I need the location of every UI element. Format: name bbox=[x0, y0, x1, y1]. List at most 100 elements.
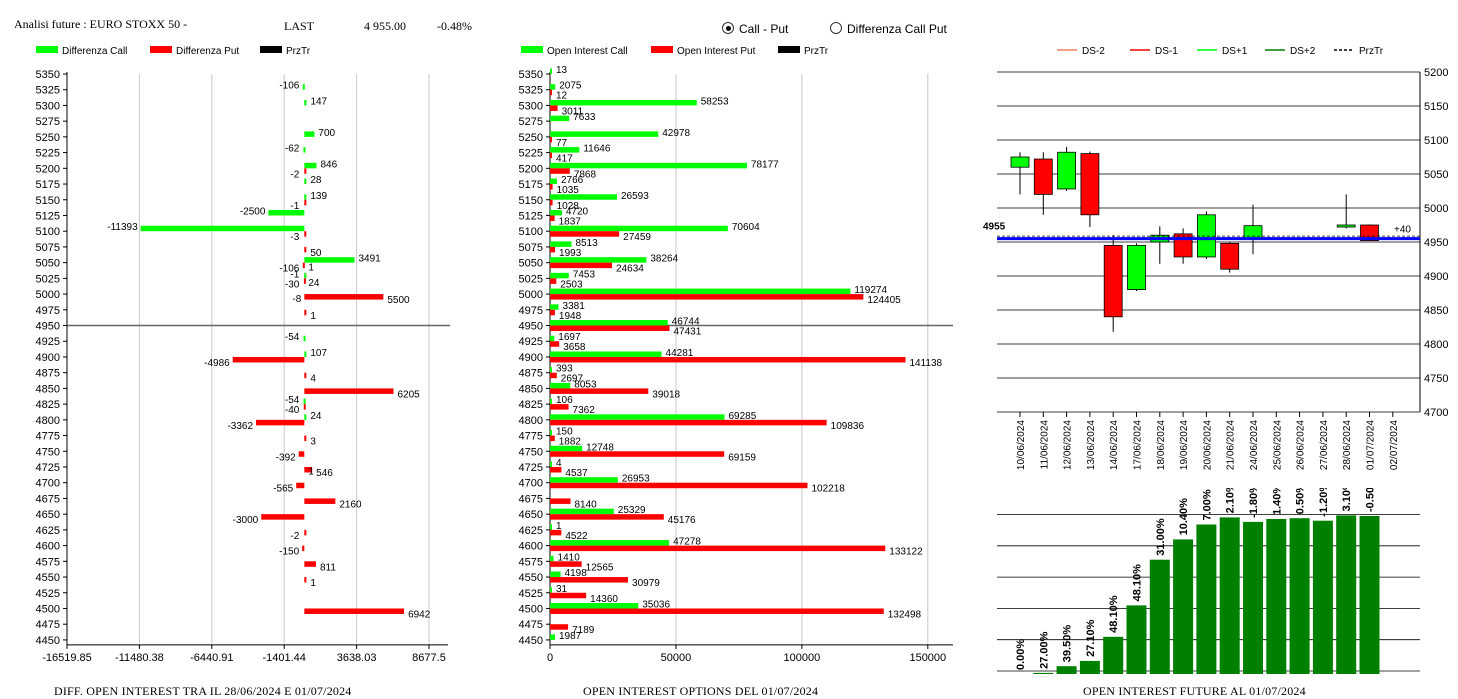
put-value-label: 1948 bbox=[559, 311, 582, 322]
call-bar bbox=[550, 587, 552, 593]
last-value: 4 955.00 bbox=[364, 19, 406, 33]
call-bar bbox=[550, 115, 570, 122]
call-bar bbox=[550, 335, 555, 342]
oi-value-label: 27.10% bbox=[1085, 619, 1097, 657]
oi-value-label: -1.80% bbox=[1248, 488, 1260, 518]
x-tick-label: 02/07/2024 bbox=[1389, 420, 1400, 470]
y-tick-label: 4725 bbox=[519, 462, 543, 474]
y-tick-label: 4725 bbox=[36, 462, 60, 474]
call-bar bbox=[140, 225, 305, 232]
x-tick-label: 8677.5 bbox=[412, 652, 446, 664]
y-tick-label: 4650 bbox=[519, 509, 543, 521]
put-value-label: 27459 bbox=[623, 232, 651, 243]
put-value-label: 417 bbox=[556, 154, 573, 165]
put-bar bbox=[304, 372, 307, 379]
y-tick-label: 4800 bbox=[519, 415, 543, 427]
put-bar bbox=[298, 451, 305, 457]
y-tick-label: 5000 bbox=[36, 289, 60, 301]
call-value-label: 106 bbox=[556, 395, 573, 406]
y-tick-label: 5075 bbox=[36, 242, 60, 254]
put-value-label: -40 bbox=[285, 405, 300, 416]
candle-body bbox=[1057, 151, 1076, 190]
x-tick-label: 24/06/2024 bbox=[1249, 420, 1260, 470]
put-value-label: 2697 bbox=[561, 374, 584, 385]
y-tick-label: 5050 bbox=[36, 258, 60, 270]
legend-swatch bbox=[778, 46, 800, 53]
y-tick-label: 5275 bbox=[519, 116, 543, 128]
y-tick-label: 5150 bbox=[1424, 101, 1448, 113]
put-bar bbox=[304, 608, 405, 614]
y-tick-label: 5150 bbox=[519, 195, 543, 207]
legend-label: DS-1 bbox=[1155, 46, 1178, 57]
x-tick-label: 10/06/2024 bbox=[1016, 420, 1027, 470]
put-value-label: 12565 bbox=[586, 562, 614, 573]
put-value-label: -1 bbox=[290, 201, 299, 212]
put-value-label: 7868 bbox=[574, 169, 597, 180]
y-tick-label: 5000 bbox=[519, 289, 543, 301]
call-bar bbox=[268, 209, 305, 216]
put-value-label: 102218 bbox=[811, 484, 845, 495]
call-bar bbox=[304, 162, 317, 169]
y-tick-label: 4775 bbox=[519, 431, 543, 443]
call-value-label: 7633 bbox=[573, 112, 596, 123]
put-bar bbox=[550, 246, 556, 253]
legend-swatch bbox=[36, 46, 58, 53]
call-value-label: -54 bbox=[285, 395, 300, 406]
call-value-label: 28 bbox=[310, 175, 322, 186]
radio-call-put[interactable]: Call - Put bbox=[722, 22, 788, 36]
put-value-label: 2503 bbox=[560, 279, 583, 290]
call-bar bbox=[550, 99, 697, 106]
call-bar bbox=[550, 194, 617, 200]
oi-value-label: 7.00% bbox=[1201, 489, 1213, 520]
y-tick-label: 5325 bbox=[36, 85, 60, 97]
x-tick-label: 3638.03 bbox=[337, 652, 377, 664]
call-bar bbox=[550, 178, 557, 185]
y-tick-label: 4925 bbox=[519, 336, 543, 348]
oi-bar bbox=[1103, 636, 1124, 674]
x-tick-label: 17/06/2024 bbox=[1133, 420, 1144, 470]
put-bar bbox=[304, 435, 307, 442]
oi-bar bbox=[1056, 666, 1077, 674]
y-tick-label: 5350 bbox=[519, 69, 543, 81]
oi-value-label: 2.10% bbox=[1225, 488, 1237, 513]
put-bar bbox=[304, 561, 316, 567]
put-bar bbox=[550, 388, 649, 394]
y-tick-label: 4525 bbox=[36, 588, 60, 600]
call-bar bbox=[304, 272, 307, 279]
put-bar bbox=[232, 356, 305, 363]
legend-label: PrzTr bbox=[1359, 46, 1384, 57]
put-value-label: 12 bbox=[556, 91, 568, 102]
call-value-label: -1 bbox=[290, 269, 299, 280]
x-tick-label: -6440.91 bbox=[190, 652, 233, 664]
y-tick-label: 4800 bbox=[1424, 339, 1448, 351]
call-value-label: 150 bbox=[556, 427, 573, 438]
put-value-label: 7362 bbox=[573, 405, 596, 416]
radio-diff-call-put[interactable]: Differenza Call Put bbox=[830, 22, 947, 36]
call-bar bbox=[550, 320, 668, 326]
x-tick-label: 100000 bbox=[784, 652, 821, 664]
call-value-label: 13 bbox=[556, 65, 568, 76]
footer-left: DIFF. OPEN INTEREST TRA IL 28/06/2024 E … bbox=[54, 684, 352, 698]
call-bar bbox=[550, 84, 556, 90]
put-value-label: -392 bbox=[276, 452, 296, 463]
last-price-label: 4955 bbox=[983, 222, 1006, 233]
oi-bar bbox=[1173, 539, 1194, 674]
put-value-label: 124405 bbox=[867, 295, 901, 306]
oi-value-label: 48.10% bbox=[1132, 564, 1144, 602]
put-bar bbox=[550, 215, 555, 221]
put-bar bbox=[550, 168, 570, 174]
call-value-label: 8513 bbox=[575, 238, 598, 249]
call-value-label: 139 bbox=[310, 191, 327, 202]
put-bar bbox=[256, 419, 305, 426]
y-tick-label: 5075 bbox=[519, 242, 543, 254]
call-value-label: 38264 bbox=[650, 254, 678, 265]
oi-value-label: 10.40% bbox=[1178, 498, 1190, 536]
y-tick-label: 4900 bbox=[1424, 271, 1448, 283]
legend-swatch bbox=[651, 46, 673, 53]
call-bar bbox=[550, 288, 851, 295]
put-bar bbox=[550, 105, 558, 111]
extra-value-label: 1 bbox=[308, 262, 314, 273]
y-tick-label: 4825 bbox=[519, 399, 543, 411]
put-bar bbox=[550, 435, 555, 442]
y-tick-label: 4600 bbox=[519, 541, 543, 553]
